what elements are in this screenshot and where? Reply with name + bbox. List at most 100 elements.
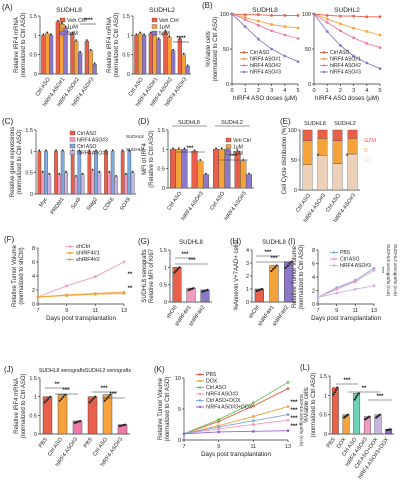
bar — [218, 149, 225, 189]
x-tick-label: 2 — [339, 88, 342, 94]
data-point — [215, 147, 217, 150]
series-line — [37, 261, 125, 298]
data-point — [365, 42, 369, 45]
y-tick-label: 0.5 — [29, 413, 37, 419]
bar — [47, 174, 52, 195]
bar — [49, 35, 54, 75]
panel-letter: (H) — [230, 237, 241, 246]
legend-label: Ctrl ASO — [330, 50, 350, 56]
bar — [97, 172, 102, 195]
data-point — [378, 15, 382, 19]
x-tick-label: Ctrl ASO — [166, 190, 184, 212]
data-point — [42, 33, 45, 36]
x-tick-label: 7 — [36, 308, 39, 314]
data-point — [283, 14, 287, 17]
y-tick-label: 0 — [34, 72, 37, 78]
chart-c: 0 0.5 1 1.5 Relative gene expressions (normal… — [2, 117, 144, 216]
x-tick-label: PBS — [326, 436, 337, 449]
data-point — [109, 393, 112, 396]
data-point — [121, 149, 124, 152]
chart-i: 0 2 4 6 8 Relative Tumor Volume (normalized to… — [288, 237, 398, 322]
y-axis-label: %Viable cells — [206, 31, 212, 67]
significance-label: *** — [376, 394, 384, 400]
y-tick-label: 2 — [32, 288, 35, 294]
x-tick-label: 0 — [312, 88, 315, 94]
series-line — [183, 419, 289, 435]
bar — [156, 39, 161, 75]
data-point — [336, 386, 339, 389]
data-point — [283, 54, 287, 58]
data-point — [353, 287, 357, 291]
data-point — [257, 37, 260, 41]
chart-l: 0 0.5 1 1.5 %Viable cells (normalized to Ctrl… — [300, 363, 394, 480]
data-point — [286, 413, 290, 416]
chart-f: 0 2 4 6 8 Relative Tumor Volume (normalized to… — [4, 235, 133, 322]
data-point — [190, 287, 193, 290]
y-axis-label: Relative Tumor Volume — [158, 377, 164, 440]
data-point — [187, 289, 190, 292]
chart-title: SUDHL8 — [252, 7, 278, 14]
y-tick-label: 0.5 — [29, 53, 37, 59]
data-point — [270, 29, 273, 33]
data-point — [55, 149, 57, 152]
y-tick-label: 0 — [127, 72, 130, 78]
data-point — [352, 36, 355, 40]
stacked-bar-segment — [332, 129, 343, 141]
significance-label: ** — [128, 286, 133, 292]
legend-swatch — [69, 137, 76, 142]
data-point — [173, 271, 176, 274]
legend-label: shCtrl — [76, 244, 90, 250]
stacked-bar-segment — [317, 155, 328, 191]
legend-label: hIRF4 ASO#1 — [250, 57, 281, 63]
y-axis-label: Relative MFI of Ki67 — [149, 248, 155, 303]
legend-label: Ctrl ASO+DOX — [206, 398, 241, 404]
legend-label: 5μM — [67, 31, 78, 37]
y-tick-label: 0 — [30, 192, 33, 198]
y-tick-label: 50 — [223, 47, 229, 53]
data-point — [36, 295, 40, 299]
data-point — [372, 268, 376, 272]
series-line — [183, 414, 289, 435]
data-point — [255, 289, 258, 293]
chart-j: 0 0.5 1 1.5 Relative IRF4 mRNA (normalized to… — [4, 365, 131, 468]
y-axis-label: (normalized to Ctrl ASO) — [114, 12, 120, 77]
bar — [152, 35, 157, 75]
y-tick-label: 50 — [305, 47, 311, 53]
data-point — [204, 289, 207, 292]
series-line — [183, 388, 289, 435]
data-point — [88, 401, 91, 404]
data-point — [98, 170, 101, 173]
data-point — [378, 33, 382, 37]
x-axis-label: Days post transplantation — [201, 451, 271, 458]
data-point — [107, 395, 110, 398]
x-tick-label: PBS — [83, 436, 94, 449]
group-label: SUDHL8 xenografts — [39, 368, 86, 374]
y-tick-label: 2 — [312, 289, 315, 295]
data-point — [90, 399, 93, 402]
bar — [44, 151, 48, 195]
significance-label: *** — [188, 258, 196, 264]
data-point — [131, 170, 134, 173]
data-point — [143, 33, 146, 36]
y-axis-label: %Viable cells — [304, 387, 310, 423]
bar — [70, 151, 75, 195]
data-point — [139, 31, 142, 34]
series-line — [317, 285, 375, 298]
legend-marker — [242, 64, 246, 67]
data-point — [217, 425, 221, 429]
chart-title: SUDHL8 — [56, 7, 82, 14]
panel-letter: (B) — [202, 1, 213, 10]
panel-letter: (F) — [4, 235, 15, 244]
data-point — [93, 62, 96, 65]
data-point — [176, 267, 179, 271]
significance-label: *** — [270, 256, 278, 262]
bar — [87, 151, 92, 195]
y-tick-label: 8 — [32, 246, 35, 252]
data-point — [111, 149, 114, 152]
data-point — [46, 31, 49, 34]
data-point — [286, 387, 290, 390]
data-point — [157, 37, 160, 40]
y-axis-label: Relative gene expressions — [10, 127, 16, 197]
data-point — [357, 392, 360, 395]
